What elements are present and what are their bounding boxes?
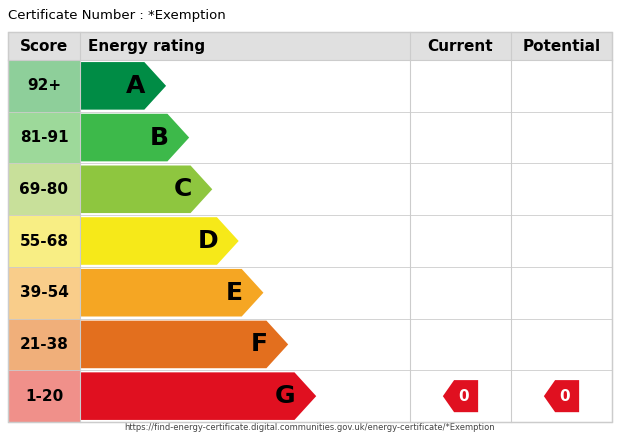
Text: D: D (197, 229, 218, 253)
Text: E: E (226, 281, 243, 305)
Text: 21-38: 21-38 (20, 337, 68, 352)
Text: C: C (173, 177, 192, 201)
Bar (80, 370, 410, 422)
Bar (511, 60, 612, 112)
Bar (410, 32, 511, 60)
Bar (80, 319, 410, 370)
Text: https://find-energy-certificate.digital.communities.gov.uk/energy-certificate/*E: https://find-energy-certificate.digital.… (125, 423, 495, 432)
Text: 39-54: 39-54 (20, 285, 68, 300)
Bar (410, 215, 511, 267)
Polygon shape (443, 380, 478, 412)
Text: G: G (275, 384, 296, 408)
Bar (410, 319, 511, 370)
Text: A: A (126, 74, 146, 98)
Polygon shape (80, 217, 239, 265)
Polygon shape (80, 62, 166, 110)
Bar (80, 32, 410, 60)
Bar (511, 215, 612, 267)
Bar (80, 60, 410, 112)
Bar (80, 215, 410, 267)
Text: 0: 0 (459, 389, 469, 403)
Text: 81-91: 81-91 (20, 130, 68, 145)
Bar (8, 370, 80, 422)
Polygon shape (544, 380, 579, 412)
Bar (80, 163, 410, 215)
Bar (511, 370, 612, 422)
Text: Current: Current (428, 39, 494, 54)
Bar (8, 319, 80, 370)
Bar (8, 32, 612, 422)
Text: Certificate Number : *Exemption: Certificate Number : *Exemption (8, 9, 226, 22)
Bar (80, 267, 410, 319)
Bar (8, 60, 80, 112)
Bar (511, 267, 612, 319)
Polygon shape (80, 114, 189, 161)
Bar (410, 267, 511, 319)
Polygon shape (80, 372, 316, 420)
Bar (511, 319, 612, 370)
Text: F: F (250, 333, 268, 356)
Bar (80, 112, 410, 163)
Text: 92+: 92+ (27, 78, 61, 93)
Text: 1-20: 1-20 (25, 389, 63, 403)
Polygon shape (80, 321, 288, 368)
Bar (410, 112, 511, 163)
Text: 69-80: 69-80 (19, 182, 68, 197)
Bar (8, 112, 80, 163)
Bar (511, 112, 612, 163)
Polygon shape (80, 165, 212, 213)
Text: B: B (149, 125, 169, 150)
Polygon shape (80, 269, 264, 316)
Bar (511, 163, 612, 215)
Text: 0: 0 (560, 389, 570, 403)
Bar (410, 163, 511, 215)
Text: Energy rating: Energy rating (88, 39, 205, 54)
Bar (410, 370, 511, 422)
Bar (8, 163, 80, 215)
Bar (410, 60, 511, 112)
Bar (8, 267, 80, 319)
Bar (8, 215, 80, 267)
Bar (511, 32, 612, 60)
Text: Potential: Potential (523, 39, 601, 54)
Bar (8, 32, 80, 60)
Text: Score: Score (20, 39, 68, 54)
Text: 55-68: 55-68 (19, 234, 68, 249)
